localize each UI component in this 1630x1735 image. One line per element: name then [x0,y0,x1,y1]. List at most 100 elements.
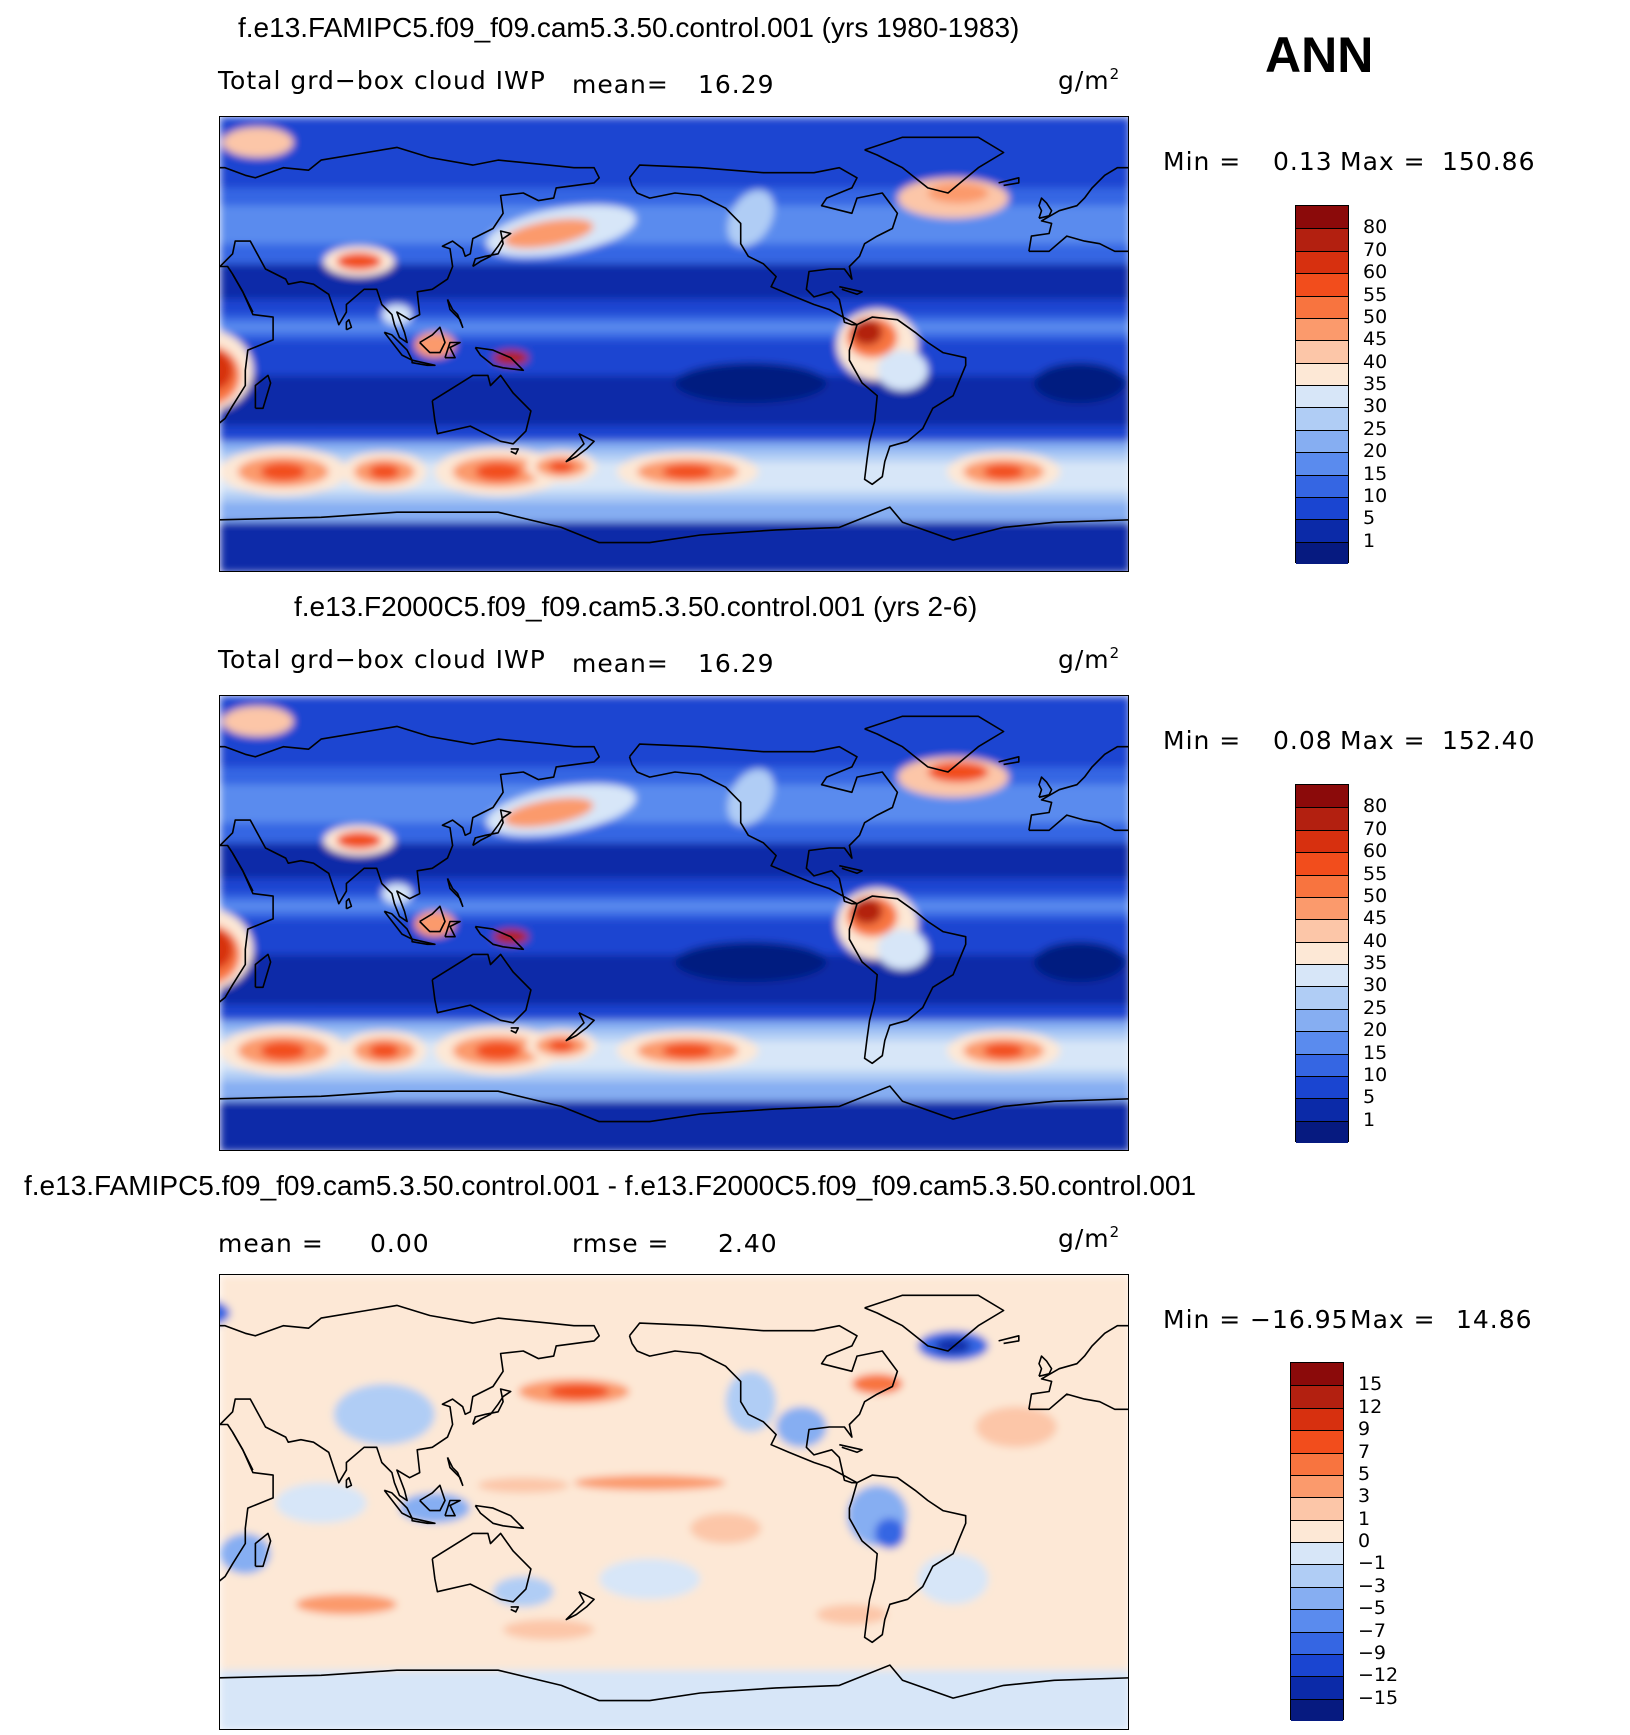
colorbar-swatch [1291,1407,1343,1431]
colorbar-swatch [1296,941,1348,964]
colorbar-swatch [1291,1653,1343,1677]
colorbar-swatch [1296,362,1348,385]
colorbar-tick-label: 45 [1363,907,1388,930]
colorbar-tick-label: 1 [1358,1507,1371,1530]
colorbar-tick-label: 12 [1358,1395,1383,1418]
colorbar-swatch [1296,829,1348,853]
colorbar-tick-label: 55 [1363,283,1388,306]
colorbar-swatch [1291,1452,1343,1475]
contour-fill [220,696,1128,1150]
rmse-value: 2.40 [718,1229,778,1258]
rmse-label: rmse = [572,1229,670,1258]
colorbar-tick-label: 40 [1363,350,1388,373]
colorbar-swatch [1296,1053,1348,1076]
colorbar-tick-label: 0 [1358,1530,1371,1552]
colorbar-tick-label: 70 [1363,238,1388,261]
colorbar-tick-label: 15 [1363,462,1388,485]
colorbar-tick-label: 30 [1363,395,1388,418]
colorbar-swatch [1296,964,1348,987]
colorbar-swatch [1291,1609,1343,1632]
colorbar-swatch [1296,385,1348,408]
colorbar-tick-label: 20 [1363,440,1388,463]
colorbar-swatch [1291,1497,1343,1520]
colorbar [1295,784,1349,1143]
colorbar-swatch [1291,1385,1343,1408]
min-value: −16.95 [1250,1305,1349,1334]
colorbar [1290,1362,1344,1721]
colorbar-tick-label: 1 [1363,529,1376,552]
colorbar-tick-label: 5 [1358,1462,1371,1485]
map-panel-difference [219,1274,1129,1730]
max-value: 14.86 [1456,1305,1533,1334]
colorbar-tick-label: 9 [1358,1418,1371,1441]
colorbar-swatch [1296,228,1348,251]
colorbar-tick-label: 30 [1363,974,1388,997]
colorbar-swatch [1296,474,1348,497]
colorbar-tick-label: 35 [1363,373,1388,395]
colorbar-swatch [1296,852,1348,875]
colorbar-tick-label: 10 [1363,484,1388,507]
coastlines [220,1294,1128,1702]
coastlines [220,136,1128,544]
colorbar-tick-label: 35 [1363,952,1388,974]
colorbar-swatch [1296,519,1348,542]
colorbar-swatch [1291,1564,1343,1587]
min-label: Min = [1163,1305,1242,1334]
colorbar-tick-label: 60 [1363,840,1388,863]
colorbar-swatch [1296,919,1348,942]
variable-label: Total grd−box cloud IWP [218,66,546,95]
mean-label: mean = [218,1229,324,1258]
colorbar-tick-label: −5 [1358,1597,1387,1620]
colorbar-swatch [1296,273,1348,296]
max-label: Max = [1340,726,1426,755]
colorbar-tick-label: 40 [1363,929,1388,952]
colorbar-swatch [1296,541,1348,564]
colorbar-swatch [1296,452,1348,475]
colorbar-tick-label: 25 [1363,417,1388,440]
colorbar-swatch [1296,1031,1348,1054]
units-label: g/m2 [1058,644,1121,674]
colorbar-swatch [1296,1075,1348,1099]
map-canvas [220,1275,1128,1729]
colorbar-tick-label: 15 [1358,1373,1383,1396]
max-label: Max = [1350,1305,1436,1334]
colorbar-swatch [1291,1519,1343,1542]
colorbar-tick-label: 50 [1363,305,1388,328]
colorbar-swatch [1296,874,1348,897]
colorbar-tick-label: 45 [1363,328,1388,351]
min-label: Min = [1163,726,1242,755]
panel-title: f.e13.FAMIPC5.f09_f09.cam5.3.50.control.… [24,1170,1197,1201]
colorbar-swatch [1296,407,1348,430]
colorbar-tick-label: 50 [1363,884,1388,907]
colorbar-tick-label: 5 [1363,507,1376,530]
colorbar-swatch [1291,1363,1343,1386]
mean-label: mean= [572,70,669,99]
max-value: 150.86 [1442,147,1536,176]
units-label: g/m2 [1058,65,1121,95]
colorbar-tick-label: 25 [1363,996,1388,1019]
colorbar-tick-label: 80 [1363,216,1388,239]
season-label: ANN [1265,27,1374,83]
colorbar [1295,205,1349,564]
colorbar-swatch [1291,1586,1343,1610]
colorbar-swatch [1296,1008,1348,1032]
colorbar-tick-label: 70 [1363,817,1388,840]
colorbar-tick-label: 20 [1363,1019,1388,1042]
colorbar-swatch [1296,250,1348,274]
mean-value: 0.00 [370,1229,430,1258]
colorbar-swatch [1296,317,1348,341]
colorbar-tick-label: 15 [1363,1041,1388,1064]
contour-fill [220,117,1128,571]
min-label: Min = [1163,147,1242,176]
panel-title: f.e13.FAMIPC5.f09_f09.cam5.3.50.control.… [238,12,1020,43]
mean-value: 16.29 [698,649,775,678]
map-panel-control-f2000 [219,695,1129,1151]
mean-label: mean= [572,649,669,678]
colorbar-swatch [1296,295,1348,318]
min-value: 0.08 [1273,726,1333,755]
min-value: 0.13 [1273,147,1333,176]
map-canvas [220,117,1128,571]
colorbar-swatch [1291,1430,1343,1453]
contour-fill [220,1275,1128,1729]
colorbar-tick-label: 5 [1363,1086,1376,1109]
